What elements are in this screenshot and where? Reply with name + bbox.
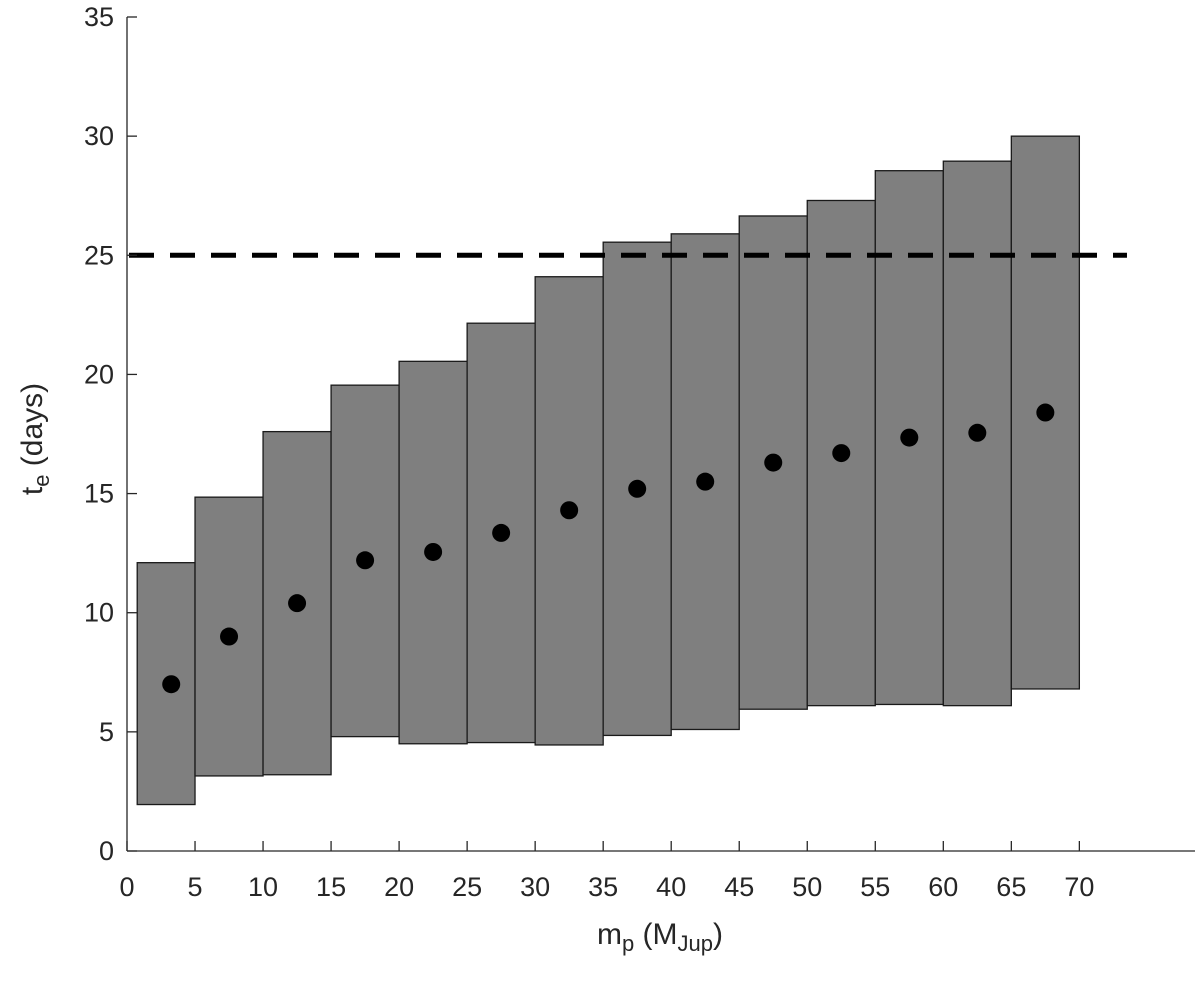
x-tick-label-45: 45: [724, 872, 754, 902]
data-point-2: [288, 594, 307, 613]
x-tick-label-0: 0: [119, 872, 134, 902]
y-axis-title-main: t: [16, 486, 49, 495]
data-points: [162, 403, 1055, 694]
y-tick-label-30: 30: [84, 121, 114, 151]
range-box-7: [602, 241, 672, 737]
data-point-10: [832, 444, 851, 463]
x-tick-label-40: 40: [656, 872, 686, 902]
y-tick-label-35: 35: [84, 2, 114, 32]
y-tick-label-25: 25: [84, 240, 114, 270]
x-axis-title-unit-subscript: Jup: [678, 931, 713, 956]
data-point-12: [968, 423, 987, 442]
data-point-1: [220, 627, 239, 646]
x-axis-title-unit-open: (M: [634, 918, 677, 951]
axes: [126, 17, 1195, 852]
x-axis-title-unit-close: ): [713, 918, 723, 951]
x-tick-label-5: 5: [188, 872, 203, 902]
y-axis-title: te (days): [16, 383, 54, 495]
x-tick-label-15: 15: [316, 872, 346, 902]
x-tick-label-20: 20: [384, 872, 414, 902]
x-tick-label-55: 55: [860, 872, 890, 902]
y-axis-title-rest: (days): [16, 383, 49, 475]
x-tick-label-60: 60: [928, 872, 958, 902]
x-tick-label-70: 70: [1064, 872, 1094, 902]
data-point-4: [424, 542, 443, 561]
y-tick-label-5: 5: [99, 717, 114, 747]
data-point-13: [1036, 403, 1055, 422]
data-point-0: [162, 675, 181, 694]
data-point-11: [900, 428, 919, 447]
x-axis-title-main-subscript: p: [622, 931, 634, 956]
x-axis-title-main: m: [597, 918, 622, 951]
x-axis-title: mp (MJup): [597, 918, 723, 956]
data-point-3: [356, 551, 375, 570]
data-point-7: [628, 479, 647, 498]
x-tick-label-10: 10: [248, 872, 278, 902]
data-point-5: [492, 523, 511, 542]
y-axis-ticks: 0 5 10 15 20 25 30 35: [84, 2, 137, 866]
x-tick-label-30: 30: [520, 872, 550, 902]
x-tick-label-50: 50: [792, 872, 822, 902]
data-point-8: [696, 472, 715, 491]
y-tick-label-20: 20: [84, 359, 114, 389]
x-tick-label-25: 25: [452, 872, 482, 902]
y-tick-label-15: 15: [84, 479, 114, 509]
y-tick-label-10: 10: [84, 598, 114, 628]
data-point-6: [560, 501, 579, 520]
y-axis-title-main-subscript: e: [29, 475, 54, 487]
x-axis-ticks: 0 5 10 15 20 25 30 35 40 45 50 55 60 65 70: [119, 841, 1094, 902]
y-tick-label-0: 0: [99, 836, 114, 866]
x-tick-label-35: 35: [588, 872, 618, 902]
x-tick-label-65: 65: [996, 872, 1026, 902]
range-boxes: [136, 135, 1081, 806]
data-point-9: [764, 453, 783, 472]
range-box-13: [1010, 135, 1081, 690]
